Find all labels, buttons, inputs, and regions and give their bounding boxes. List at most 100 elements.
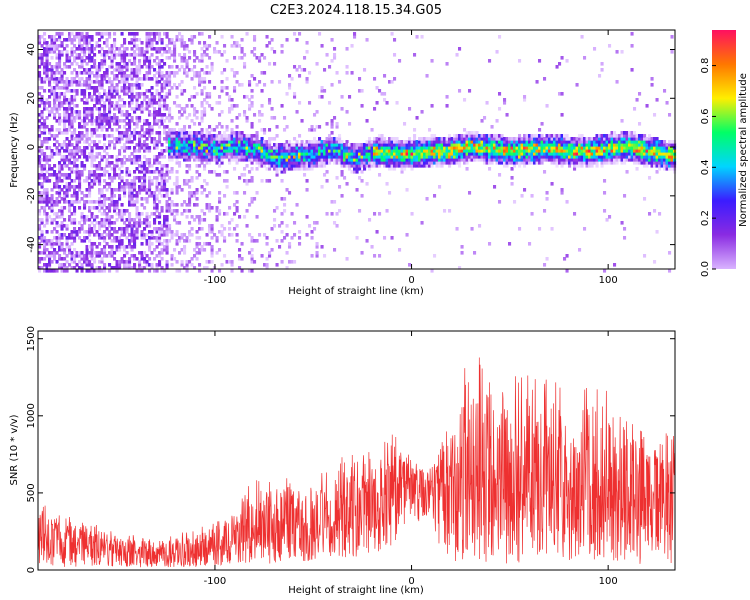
heatmap-cell [120,56,124,60]
heatmap-cell [188,125,192,129]
heatmap-cell [145,56,149,60]
heatmap-cell [143,236,147,240]
heatmap-cell [100,113,104,117]
heatmap-cell [60,32,64,36]
heatmap-cell [298,155,302,159]
heatmap-cell [503,152,507,156]
heatmap-cell [535,155,539,159]
heatmap-cell [273,164,277,168]
heatmap-cell [163,101,167,105]
heatmap-cell [295,140,299,144]
heatmap-cell [235,206,239,210]
heatmap-cell [45,203,49,207]
heatmap-cell [375,152,379,156]
heatmap-cell [500,134,504,138]
heatmap-cell [200,101,204,105]
heatmap-cell [123,74,127,78]
heatmap-cell [325,212,329,216]
heatmap-cell [80,218,84,222]
heatmap-cell [173,83,177,87]
heatmap-cell [153,101,157,105]
heatmap-cell [128,242,132,246]
heatmap-cell [288,146,292,150]
heatmap-cell [338,149,342,153]
heatmap-cell [48,197,52,201]
heatmap-cell [388,152,392,156]
heatmap-cell [63,197,67,201]
heatmap-cell [270,38,274,42]
heatmap-cell [248,104,252,108]
heatmap-cell [338,158,342,162]
heatmap-cell [80,152,84,156]
heatmap-cell [278,149,282,153]
heatmap-cell [140,146,144,150]
heatmap-cell [73,44,77,48]
heatmap-cell [128,53,132,57]
heatmap-cell [268,167,272,171]
heatmap-cell [238,257,242,261]
heatmap-cell [205,47,209,51]
heatmap-cell [175,146,179,150]
heatmap-cell [93,65,97,69]
heatmap-cell [70,200,74,204]
heatmap-cell [303,173,307,177]
heatmap-cell [293,161,297,165]
heatmap-cell [185,146,189,150]
heatmap-cell [550,161,554,165]
heatmap-cell [268,152,272,156]
heatmap-cell [110,140,114,144]
heatmap-cell [518,155,522,159]
heatmap-cell [60,158,64,162]
heatmap-cell [360,152,364,156]
heatmap-cell [190,194,194,198]
heatmap-cell [113,167,117,171]
heatmap-cell [260,143,264,147]
heatmap-cell [93,86,97,90]
heatmap-cell [245,149,249,153]
heatmap-cell [448,140,452,144]
heatmap-cell [68,119,72,123]
heatmap-cell [125,263,129,267]
heatmap-cell [485,143,489,147]
heatmap-cell [470,158,474,162]
heatmap-cell [225,152,229,156]
heatmap-cell [128,218,132,222]
heatmap-cell [455,158,459,162]
heatmap-cell [135,53,139,57]
heatmap-cell [463,143,467,147]
heatmap-cell [523,188,527,192]
heatmap-cell [60,236,64,240]
heatmap-cell [245,152,249,156]
heatmap-cell [368,167,372,171]
heatmap-cell [145,260,149,264]
heatmap-cell [180,44,184,48]
heatmap-cell [43,263,47,267]
heatmap-cell [188,230,192,234]
heatmap-cell [98,251,102,255]
heatmap-cell [315,140,319,144]
heatmap-cell [70,251,74,255]
heatmap-cell [180,212,184,216]
heatmap-cell [108,224,112,228]
heatmap-cell [225,137,229,141]
heatmap-cell [228,152,232,156]
heatmap-cell [270,137,274,141]
heatmap-cell [98,98,102,102]
heatmap-cell [218,209,222,213]
heatmap-cell [428,143,432,147]
heatmap-cell [315,164,319,168]
heatmap-cell [313,155,317,159]
heatmap-cell [190,257,194,261]
heatmap-cell [113,221,117,225]
heatmap-cell [125,236,129,240]
heatmap-cell [90,164,94,168]
heatmap-cell [175,179,179,183]
heatmap-cell [340,152,344,156]
heatmap-cell [293,146,297,150]
heatmap-cell [198,134,202,138]
heatmap-cell [123,209,127,213]
heatmap-cell [113,119,117,123]
heatmap-cell [203,188,207,192]
heatmap-cell [318,158,322,162]
heatmap-cell [245,224,249,228]
